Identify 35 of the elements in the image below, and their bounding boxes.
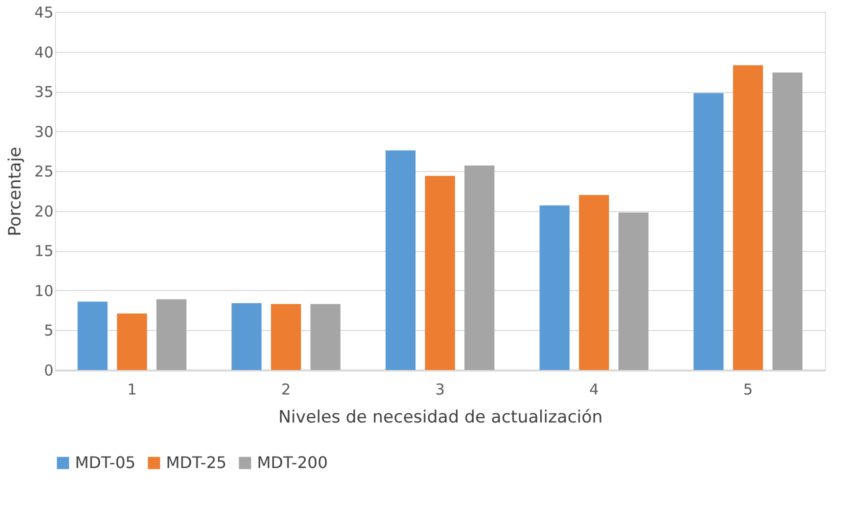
- x-tick-label: 4: [589, 380, 599, 398]
- bar: [425, 176, 455, 370]
- bar: [464, 166, 494, 370]
- y-tick-label: 40: [34, 43, 54, 62]
- y-tick-label: 25: [34, 162, 54, 181]
- bar: [694, 93, 724, 370]
- bar: [386, 150, 416, 370]
- x-tick-label: 1: [127, 380, 137, 398]
- y-tick-label: 0: [44, 362, 54, 380]
- bar: [271, 304, 301, 370]
- y-tick-label: 30: [34, 122, 54, 141]
- legend-label: MDT-25: [166, 453, 227, 472]
- bar: [540, 205, 570, 370]
- y-tick-label: 15: [34, 242, 54, 260]
- legend-label: MDT-05: [75, 453, 136, 472]
- y-tick-label: 35: [34, 83, 54, 102]
- x-axis-title: Niveles de necesidad de actualización: [278, 408, 603, 428]
- y-axis-title: Porcentaje: [5, 146, 26, 236]
- bar: [579, 194, 609, 370]
- legend-label: MDT-200: [257, 453, 328, 472]
- y-tick-label: 20: [34, 202, 54, 220]
- bar: [310, 304, 340, 370]
- bar: [618, 212, 648, 370]
- bar: [232, 303, 262, 370]
- bar: [156, 299, 186, 370]
- bar: [733, 65, 763, 370]
- bar: [78, 302, 108, 370]
- y-tick-label: 10: [34, 282, 54, 300]
- bar: [772, 72, 802, 370]
- x-tick-label: 5: [743, 380, 753, 398]
- x-tick-label: 3: [435, 380, 445, 398]
- y-tick-label: 45: [34, 4, 54, 22]
- bar: [117, 314, 147, 370]
- y-tick-label: 5: [44, 322, 54, 340]
- x-tick-label: 2: [281, 380, 291, 398]
